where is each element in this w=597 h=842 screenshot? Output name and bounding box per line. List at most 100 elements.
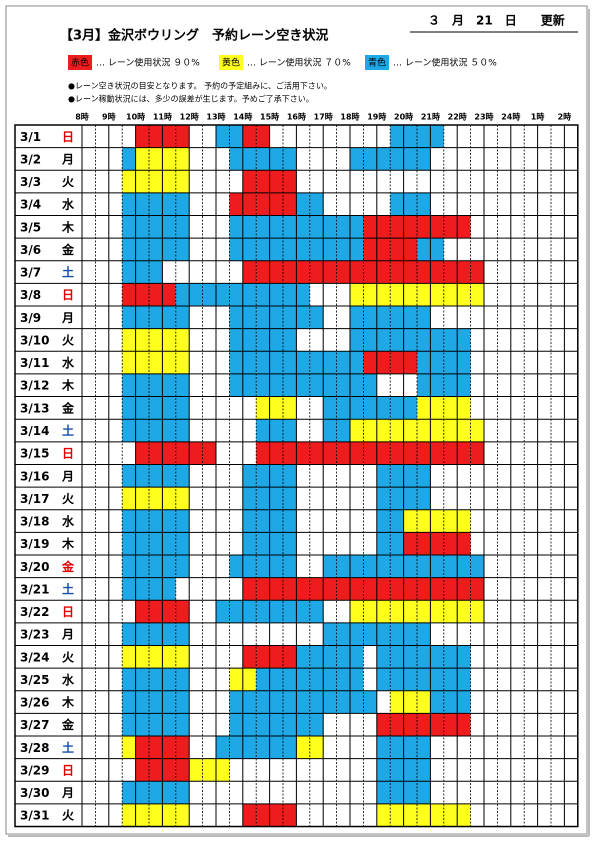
slot — [283, 668, 297, 691]
legend-label: 青色 — [368, 57, 386, 69]
slot — [390, 713, 404, 737]
slot — [162, 487, 176, 510]
slot — [283, 419, 297, 442]
slot — [122, 803, 136, 827]
slot — [296, 690, 310, 714]
slot — [229, 215, 243, 239]
slot — [470, 260, 484, 284]
slot — [122, 668, 136, 691]
slot — [296, 306, 310, 329]
slot — [336, 577, 350, 601]
slot — [390, 554, 404, 578]
slot — [256, 396, 270, 420]
slot — [242, 690, 257, 714]
slot — [350, 600, 364, 623]
slot — [457, 509, 471, 533]
slot — [403, 736, 417, 759]
slot — [443, 441, 458, 465]
slot — [242, 464, 257, 488]
slot — [256, 192, 270, 216]
slot — [283, 328, 297, 352]
slot — [403, 690, 417, 714]
slot — [350, 554, 364, 578]
slot — [269, 238, 283, 261]
slot — [390, 306, 404, 329]
slot — [283, 509, 297, 533]
slot — [430, 645, 444, 669]
slot — [242, 532, 257, 555]
slot — [430, 373, 444, 397]
slot — [309, 736, 324, 759]
slot — [470, 554, 484, 578]
slot — [403, 351, 417, 374]
date: 3/28 — [20, 741, 49, 755]
slot — [417, 600, 431, 623]
slot — [175, 645, 190, 669]
slot — [417, 487, 431, 510]
slot — [417, 125, 431, 148]
slot — [149, 306, 163, 329]
slot — [457, 577, 471, 601]
slot — [229, 125, 243, 148]
slot — [376, 781, 391, 804]
slot — [162, 283, 176, 307]
slot — [256, 147, 270, 171]
weekday: 金 — [61, 400, 75, 415]
weekday: 木 — [61, 695, 75, 710]
date: 3/3 — [20, 175, 41, 189]
slot — [162, 441, 176, 465]
slot — [363, 215, 377, 239]
slot — [376, 509, 391, 533]
slot — [229, 600, 243, 623]
slot — [122, 260, 136, 284]
weekday: 月 — [61, 786, 74, 800]
slot — [323, 215, 337, 239]
slot — [376, 577, 391, 601]
slot — [376, 260, 391, 284]
weekday: 火 — [62, 333, 75, 347]
date: 3/29 — [20, 763, 49, 777]
slot — [122, 487, 136, 510]
date: 3/8 — [20, 288, 41, 302]
slot — [242, 238, 257, 261]
weekday: 日 — [62, 763, 74, 777]
slot — [122, 170, 136, 193]
slot — [269, 690, 283, 714]
weekday: 日 — [62, 447, 74, 461]
date: 3/5 — [20, 220, 41, 234]
slot — [229, 328, 243, 352]
slot — [323, 351, 337, 374]
slot — [242, 306, 257, 329]
slot — [417, 351, 431, 374]
slot — [162, 147, 176, 171]
slot — [149, 328, 163, 352]
slot — [309, 441, 324, 465]
hour-label: 9時 — [102, 112, 116, 122]
slot — [149, 645, 163, 669]
slot — [175, 532, 190, 555]
slot — [376, 441, 391, 465]
slot — [430, 351, 444, 374]
slot — [390, 622, 404, 646]
slot — [323, 441, 337, 465]
slot — [122, 351, 136, 374]
slot — [175, 622, 190, 646]
table-border — [14, 124, 579, 828]
slot — [135, 147, 149, 171]
slot — [175, 125, 190, 148]
slot — [403, 396, 417, 420]
slot — [443, 328, 458, 352]
slot — [135, 419, 149, 442]
hour-label: 1時 — [531, 112, 545, 122]
slot — [122, 464, 136, 488]
slot — [269, 532, 283, 555]
slot — [135, 736, 149, 759]
slot — [457, 328, 471, 352]
slot — [135, 554, 149, 578]
slot — [175, 668, 190, 691]
slot — [417, 238, 431, 261]
slot — [269, 215, 283, 239]
slot — [283, 396, 297, 420]
weekday: 金 — [61, 559, 75, 574]
slot — [122, 306, 136, 329]
